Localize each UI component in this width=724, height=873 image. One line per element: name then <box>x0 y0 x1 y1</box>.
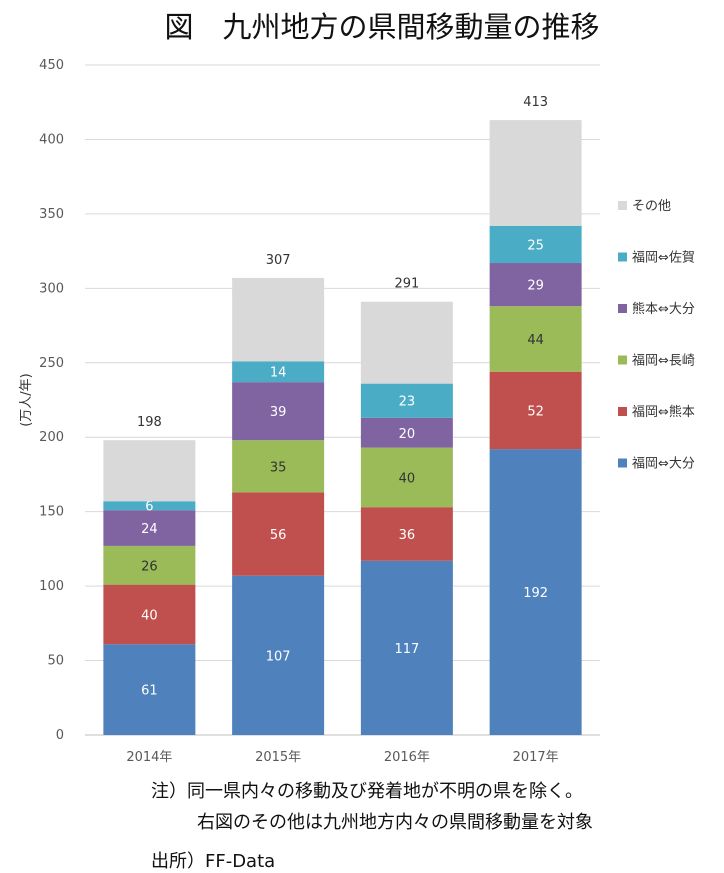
y-tick-label: 50 <box>47 654 64 669</box>
y-tick-label: 150 <box>39 505 64 520</box>
y-tick-label: 350 <box>39 207 64 222</box>
note-line-2: 右図のその他は九州地方内々の県間移動量を対象 <box>197 812 593 833</box>
data-label: 23 <box>399 395 416 410</box>
bar-segment <box>103 644 196 735</box>
data-label: 61 <box>141 684 158 699</box>
x-tick-label: 2015年 <box>255 750 301 765</box>
x-tick-label: 2017年 <box>513 750 559 765</box>
data-label: 39 <box>270 405 287 420</box>
data-label: 117 <box>394 642 419 657</box>
y-axis-label: (万人/年) <box>19 373 34 427</box>
data-label: 29 <box>527 279 544 294</box>
bar-segment <box>489 225 582 264</box>
data-label: 24 <box>141 522 158 537</box>
data-label: 26 <box>141 559 158 574</box>
legend-swatch <box>618 304 627 313</box>
y-tick-label: 400 <box>39 132 64 147</box>
data-label: 36 <box>399 528 416 543</box>
data-label: 56 <box>270 528 287 543</box>
bar-segment <box>489 306 582 372</box>
chart-title: 図 九州地方の県間移動量の推移 <box>164 10 600 44</box>
total-label: 307 <box>266 253 291 268</box>
bar-segment <box>232 440 325 493</box>
legend-label: 福岡⇔佐賀 <box>632 251 695 266</box>
stacked-bar-chart: 0 50 100 150 200 250 300 350 400 450 (万人/年) 61 40 26… <box>19 58 695 765</box>
bar-segment <box>232 492 325 576</box>
total-label: 413 <box>523 95 548 110</box>
y-tick-label: 300 <box>39 281 64 296</box>
data-label: 14 <box>270 366 287 381</box>
bar-segment <box>103 440 196 502</box>
legend-label: 福岡⇔大分 <box>632 457 695 472</box>
note-line-1: 注）同一県内々の移動及び発着地が不明の県を除く。 <box>151 781 583 802</box>
y-axis: 0 50 100 150 200 250 300 350 400 450 (万人/年) <box>19 58 64 743</box>
total-label: 198 <box>137 415 162 430</box>
data-label: 40 <box>399 471 416 486</box>
bar-segment <box>232 382 325 441</box>
total-label: 291 <box>394 277 419 292</box>
bar-segment <box>360 447 453 508</box>
bar-segment <box>360 560 453 735</box>
data-label: 35 <box>270 460 287 475</box>
x-tick-label: 2016年 <box>384 750 430 765</box>
source-note: 出所）FF-Data <box>151 851 276 872</box>
legend-swatch <box>618 458 627 468</box>
data-label: 192 <box>523 586 548 601</box>
bar-segment <box>360 301 453 384</box>
legend-label: 熊本⇔大分 <box>632 301 695 317</box>
legend-label: 福岡⇔熊本 <box>632 404 695 420</box>
data-label: 25 <box>527 238 544 253</box>
y-tick-label: 200 <box>39 430 64 445</box>
data-label: 44 <box>527 333 544 348</box>
bar-segment <box>360 383 453 418</box>
bar-segment <box>360 417 453 448</box>
y-tick-label: 450 <box>39 58 64 73</box>
bar-segment <box>103 545 196 585</box>
bar-segment <box>232 575 325 735</box>
legend-swatch <box>618 201 627 210</box>
data-label: 6 <box>145 500 153 515</box>
bar-segment <box>103 510 196 546</box>
data-label: 52 <box>527 404 544 419</box>
bar-segment <box>103 501 196 511</box>
bar-segment <box>103 584 196 645</box>
data-label: 40 <box>141 608 158 623</box>
y-tick-label: 100 <box>39 579 64 594</box>
legend-swatch <box>618 252 627 262</box>
x-tick-label: 2014年 <box>126 750 172 765</box>
data-label: 20 <box>399 427 416 442</box>
data-label: 107 <box>266 649 291 664</box>
x-axis: 2014年 2015年 2016年 2017年 <box>126 750 558 765</box>
legend-label: 福岡⇔長崎 <box>632 354 695 369</box>
bar-segment <box>489 371 582 450</box>
y-tick-label: 250 <box>39 356 64 371</box>
bar-segment <box>489 263 582 307</box>
y-tick-label: 0 <box>56 728 64 743</box>
bar-segment <box>489 120 582 226</box>
bar-segment <box>360 507 453 561</box>
bar-segment <box>489 449 582 735</box>
bar-segment <box>232 277 325 362</box>
legend-swatch <box>618 407 627 416</box>
bars: 6140262461981075635391430711736402023291… <box>103 95 582 735</box>
bar-segment <box>232 361 325 383</box>
legend-swatch <box>618 355 627 365</box>
legend-label: その他 <box>632 199 671 214</box>
